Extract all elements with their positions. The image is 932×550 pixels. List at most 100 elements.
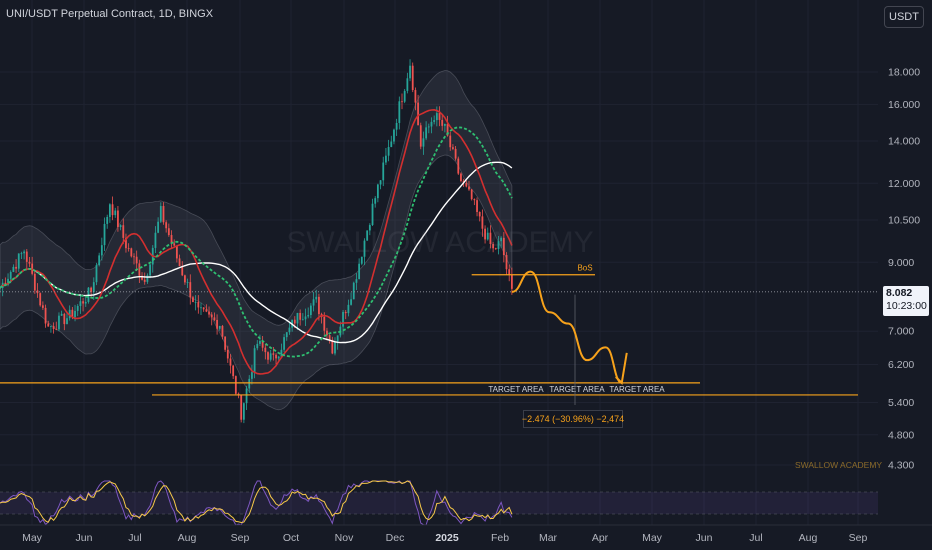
candle-body <box>304 316 307 320</box>
candle-body <box>36 290 39 294</box>
candle-body <box>288 327 291 333</box>
candle-body <box>248 378 251 389</box>
time-axis[interactable]: May Jun Jul Aug Sep Oct Nov Dec 2025 Feb Mar Apr May… <box>0 524 932 544</box>
candle-body <box>149 264 151 276</box>
center-watermark: SWALLOW ACADEMY <box>286 226 593 259</box>
candle-body <box>409 65 411 79</box>
time-tick-label: Sep <box>849 532 868 544</box>
candle-body <box>430 121 433 127</box>
projection-path <box>511 270 623 384</box>
candle-body <box>267 352 269 360</box>
candle-body <box>336 335 339 342</box>
candle-body <box>393 129 395 142</box>
candle-body <box>92 282 95 292</box>
candle-body <box>398 101 401 123</box>
target-area-label: TARGET AREA <box>488 385 544 394</box>
candle-body <box>130 248 133 257</box>
candle-body <box>280 349 283 357</box>
last-price-value: 8.082 <box>886 287 913 299</box>
time-tick-label: May <box>22 532 43 544</box>
candle-body <box>76 305 79 311</box>
candle-body <box>20 253 23 255</box>
candle-body <box>143 279 146 282</box>
candle-body <box>218 325 221 329</box>
candle-body <box>213 317 216 320</box>
candle-countdown: 10:23:00 <box>886 300 927 312</box>
price-tick-label: 7.000 <box>888 326 914 338</box>
candle-body <box>484 228 486 240</box>
candle-body <box>82 301 84 304</box>
candle-body <box>44 307 47 324</box>
candle-body <box>414 90 417 103</box>
candle-body <box>315 296 318 300</box>
last-price-tag: 8.082 10:23:00 <box>883 286 929 316</box>
candle-body <box>106 216 109 224</box>
price-tick-label: 6.200 <box>888 359 914 371</box>
candle-body <box>385 155 387 163</box>
candle-body <box>170 235 173 244</box>
candle-body <box>452 147 454 149</box>
candle-body <box>125 237 127 249</box>
candle-body <box>374 198 377 204</box>
candle-body <box>411 65 414 91</box>
candle-body <box>229 358 232 366</box>
time-tick-label: 2025 <box>435 532 459 544</box>
moving-averages <box>0 108 513 375</box>
target-area-label: TARGET AREA <box>549 385 605 394</box>
time-tick-label: Dec <box>386 532 405 544</box>
candle-body <box>355 279 358 283</box>
candle-body <box>202 307 205 310</box>
time-tick-label: Nov <box>335 532 354 544</box>
candle-body <box>28 261 31 264</box>
candle-body <box>189 282 192 298</box>
target-area-label: TARGET AREA <box>609 385 665 394</box>
candle-body <box>368 225 371 231</box>
currency-button[interactable]: USDT <box>884 6 924 28</box>
candle-body <box>157 221 160 233</box>
ma-white-line <box>0 161 513 344</box>
candle-body <box>33 273 36 291</box>
candle-body <box>186 282 189 283</box>
candle-body <box>68 309 71 319</box>
price-tick-label: 16.000 <box>888 99 920 111</box>
candle-body <box>473 199 476 201</box>
candle-body <box>502 237 505 256</box>
candle-body <box>417 102 419 126</box>
candle-body <box>508 269 511 275</box>
candle-body <box>433 120 436 122</box>
candle-body <box>17 253 20 269</box>
candle-body <box>226 349 229 359</box>
candle-body <box>127 248 130 249</box>
candle-body <box>435 113 438 121</box>
candle-body <box>41 305 44 308</box>
candle-body <box>494 248 497 250</box>
candle-body <box>406 78 409 91</box>
projection-arrow <box>615 352 628 385</box>
candle-body <box>7 278 9 285</box>
candle-body <box>449 135 452 148</box>
time-tick-label: Aug <box>178 532 197 544</box>
price-axis[interactable]: 18.000 16.000 14.000 12.000 10.500 9.000 7.000… <box>888 67 920 472</box>
candle-body <box>460 173 462 182</box>
candle-body <box>419 125 422 147</box>
time-tick-label: Apr <box>592 532 609 544</box>
price-tick-label: 12.000 <box>888 178 920 190</box>
candle-body <box>259 341 261 344</box>
candle-body <box>181 266 184 276</box>
time-tick-label: Aug <box>799 532 818 544</box>
candle-body <box>216 319 218 329</box>
candle-body <box>366 230 369 241</box>
candle-body <box>111 204 114 216</box>
candle-body <box>23 251 26 254</box>
candle-body <box>323 316 326 331</box>
candle-body <box>505 255 508 270</box>
candle-body <box>251 372 253 379</box>
ma-green-line <box>0 126 513 358</box>
candle-body <box>347 304 350 314</box>
candle-body <box>299 312 302 320</box>
candle-body <box>162 206 165 223</box>
rsi-pane <box>0 480 878 526</box>
rsi-signal-line <box>0 480 513 524</box>
candle-body <box>269 353 272 360</box>
